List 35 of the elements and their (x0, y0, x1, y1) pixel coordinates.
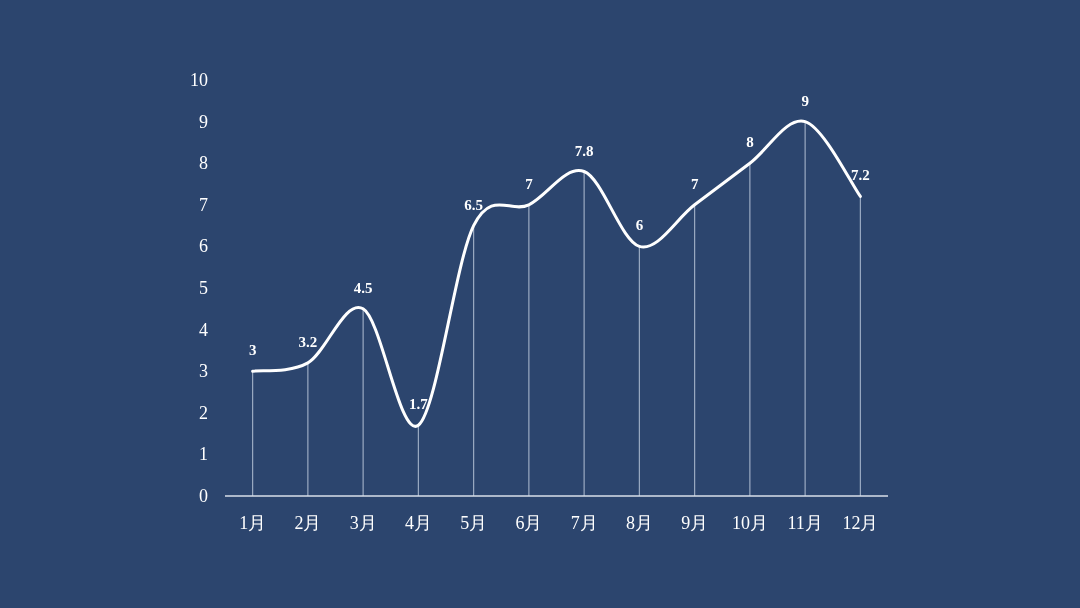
x-tick-label: 12月 (842, 513, 879, 533)
x-tick-label: 7月 (570, 513, 598, 533)
y-tick-label: 3 (199, 361, 208, 382)
x-tick-label: 9月 (681, 513, 709, 533)
y-tick-label: 6 (199, 236, 208, 257)
y-tick-label: 8 (199, 153, 208, 174)
data-label: 7.8 (574, 142, 594, 159)
y-tick-label: 7 (199, 194, 208, 215)
data-label: 9 (801, 92, 809, 109)
x-tick-label: 8月 (625, 513, 653, 533)
data-label: 8 (746, 134, 754, 151)
data-label: 7 (690, 175, 699, 192)
data-label: 4.5 (353, 279, 373, 296)
data-label: 6 (635, 217, 644, 234)
data-label: 7.2 (851, 167, 870, 184)
data-label: 7 (525, 175, 534, 192)
data-label: 3.2 (298, 333, 318, 350)
y-tick-label: 0 (199, 486, 208, 506)
x-tick-label: 5月 (460, 513, 488, 533)
x-tick-label: 6月 (515, 513, 543, 533)
x-tick-label: 2月 (294, 513, 322, 533)
x-tick-label: 3月 (349, 513, 377, 533)
data-label: 1.7 (409, 396, 429, 413)
y-tick-label: 9 (199, 111, 208, 132)
y-tick-label: 4 (199, 319, 208, 340)
data-label: 3 (248, 342, 257, 359)
x-tick-label: 10月 (731, 513, 768, 533)
x-tick-label: 1月 (239, 513, 267, 533)
y-tick-label: 2 (199, 402, 208, 423)
y-tick-label: 10 (190, 70, 208, 90)
x-tick-label: 11月 (787, 513, 823, 533)
y-tick-label: 5 (199, 278, 208, 298)
data-label: 6.5 (464, 196, 483, 213)
x-tick-label: 4月 (404, 513, 432, 533)
y-tick-label: 1 (199, 444, 208, 465)
